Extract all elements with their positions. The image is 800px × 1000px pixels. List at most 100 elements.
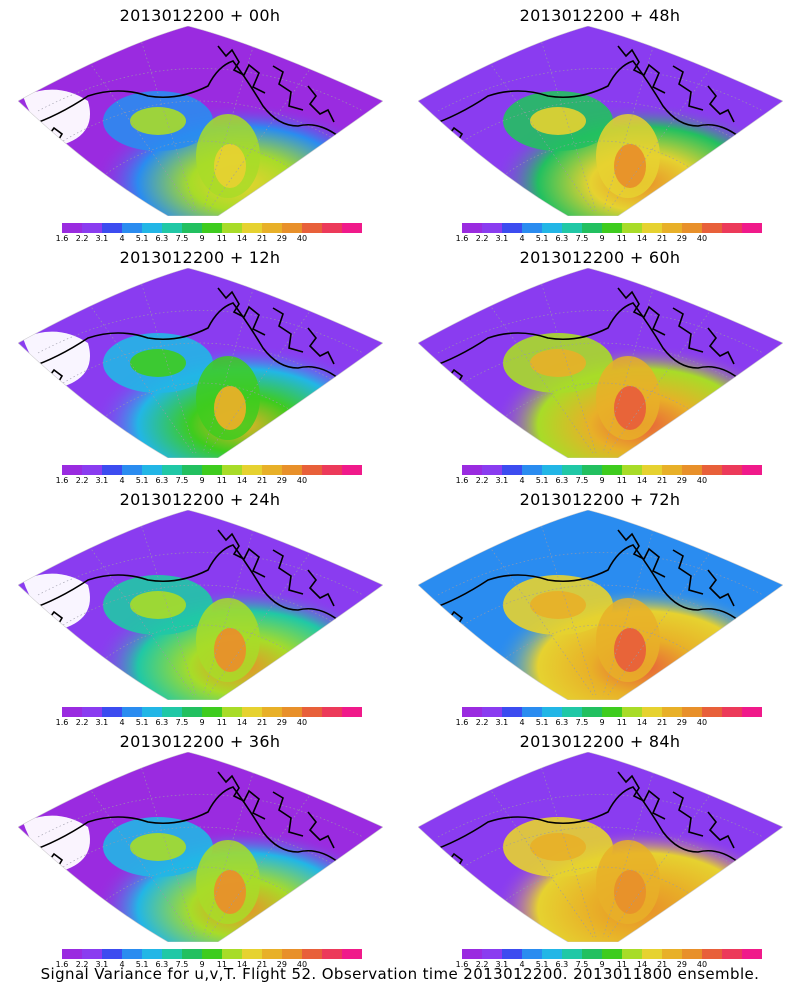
coastlines (27, 45, 339, 146)
colorbar-label: 6.3 (555, 960, 569, 969)
colorbar-swatch (482, 707, 502, 717)
colorbar-swatch (242, 707, 262, 717)
colorbar-labels: 1.6 2.2 3.1 4 5.1 6.3 7.5 9 11 14 21 29 40 (456, 960, 762, 970)
colorbar-swatch (302, 223, 322, 233)
colorbar-swatch (282, 949, 302, 959)
map-panel: 2013012200 + 60h (400, 242, 800, 492)
colorbar-swatch (622, 465, 642, 475)
colorbar-swatch (622, 223, 642, 233)
colorbar-label: 21 (657, 718, 668, 727)
colorbar-label: 40 (696, 476, 708, 485)
colorbar-label: 3.1 (495, 718, 509, 727)
colorbar-label: 21 (257, 234, 268, 243)
colorbar-label: 2.2 (75, 476, 89, 485)
colorbar-swatch (322, 223, 342, 233)
colorbar-labels: 1.6 2.2 3.1 4 5.1 6.3 7.5 9 11 14 21 29 40 (56, 234, 362, 244)
colorbar-label: 29 (276, 718, 287, 727)
coastlines (427, 771, 739, 872)
variance-map (18, 26, 383, 216)
colorbar-label: 11 (616, 718, 627, 727)
colorbar-swatch (242, 949, 262, 959)
colorbar-label: 5.1 (535, 234, 549, 243)
colorbar-label: 4 (519, 718, 525, 727)
colorbar-label: 21 (657, 960, 668, 969)
colorbar-swatch (462, 223, 482, 233)
colorbar-swatch (582, 949, 602, 959)
colorbar-swatch (302, 949, 322, 959)
colorbar-label: 14 (236, 960, 248, 969)
panel-title: 2013012200 + 48h (519, 6, 681, 25)
colorbar-swatch (582, 465, 602, 475)
colorbar-label: 5.1 (135, 476, 149, 485)
panel-title: 2013012200 + 60h (519, 248, 681, 267)
variance-field (614, 144, 646, 188)
colorbar-swatch (622, 707, 642, 717)
colorbar-swatch (502, 949, 522, 959)
colorbar-label: 7.5 (575, 476, 589, 485)
colorbar-label: 6.3 (155, 234, 169, 243)
colorbar (462, 707, 762, 717)
colorbar-label: 6.3 (555, 234, 569, 243)
colorbar-swatch (102, 465, 122, 475)
colorbar-swatch (602, 707, 622, 717)
colorbar-swatch (342, 707, 362, 717)
colorbar-swatch (262, 223, 282, 233)
colorbar-swatch (602, 223, 622, 233)
colorbar-label: 6.3 (155, 718, 169, 727)
colorbar-label: 3.1 (95, 234, 109, 243)
colorbar-label: 5.1 (135, 718, 149, 727)
colorbar-swatch (482, 223, 502, 233)
colorbar-label: 21 (257, 476, 268, 485)
colorbar-swatch (522, 465, 542, 475)
colorbar-label: 7.5 (175, 718, 189, 727)
variance-field (214, 628, 246, 672)
colorbar-label: 11 (216, 718, 227, 727)
colorbar-label: 21 (257, 960, 268, 969)
colorbar (462, 223, 762, 233)
colorbar-label: 4 (519, 476, 525, 485)
colorbar-swatch (742, 465, 762, 475)
colorbar-swatch (262, 707, 282, 717)
coastlines (427, 529, 739, 630)
colorbar-label: 3.1 (95, 718, 109, 727)
colorbar-swatch (642, 949, 662, 959)
colorbar-swatch (742, 707, 762, 717)
colorbar-label: 21 (257, 718, 268, 727)
colorbar-labels: 1.6 2.2 3.1 4 5.1 6.3 7.5 9 11 14 21 29 40 (56, 476, 362, 486)
colorbar-label: 40 (296, 718, 308, 727)
colorbar-swatch (622, 949, 642, 959)
colorbar-label: 40 (296, 476, 308, 485)
colorbar (462, 465, 762, 475)
graticule (37, 514, 364, 696)
colorbar-label: 5.1 (535, 718, 549, 727)
colorbar-label: 9 (599, 476, 605, 485)
colorbar-label: 11 (216, 476, 227, 485)
colorbar-label: 40 (696, 234, 708, 243)
variance-map (18, 752, 383, 942)
colorbar-label: 11 (216, 960, 227, 969)
colorbar-label: 6.3 (155, 476, 169, 485)
colorbar-swatch (82, 949, 102, 959)
figure-caption: Signal Variance for u,v,T. Flight 52. Ob… (40, 965, 760, 983)
colorbar-swatch (202, 223, 222, 233)
colorbar-labels: 1.6 2.2 3.1 4 5.1 6.3 7.5 9 11 14 21 29 40 (456, 476, 762, 486)
missing-data-area (23, 89, 90, 146)
colorbar-label: 9 (599, 234, 605, 243)
colorbar-swatch (342, 465, 362, 475)
map-outline (418, 26, 783, 216)
panel-title: 2013012200 + 72h (519, 490, 681, 509)
colorbar-swatch (62, 465, 82, 475)
colorbar-label: 3.1 (495, 476, 509, 485)
variance-field (614, 628, 646, 672)
colorbar-swatch (282, 465, 302, 475)
map-panel: 2013012200 + 72h (400, 484, 800, 734)
colorbar-label: 29 (276, 234, 287, 243)
variance-field (130, 107, 186, 135)
colorbar-swatch (262, 949, 282, 959)
colorbar-swatch (82, 707, 102, 717)
colorbar-label: 40 (696, 718, 708, 727)
colorbar-label: 14 (636, 476, 648, 485)
colorbar-swatch (242, 465, 262, 475)
colorbar-label: 3.1 (95, 960, 109, 969)
colorbar-swatch (542, 949, 562, 959)
